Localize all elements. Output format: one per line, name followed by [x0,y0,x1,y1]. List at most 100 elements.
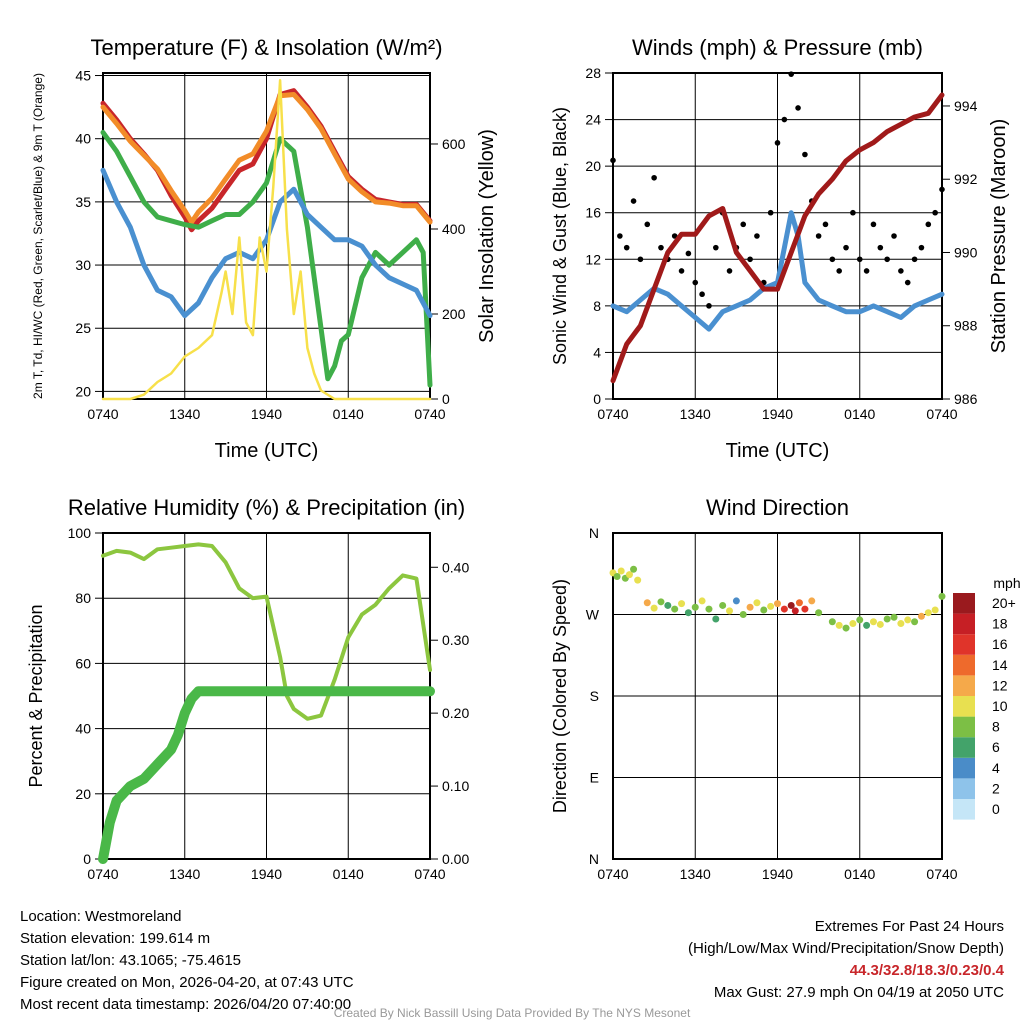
gust-point [822,221,829,228]
y-tick-label: 40 [75,131,91,147]
wind-direction-point [705,605,713,613]
9m-t-line [100,92,433,225]
wind-direction-point [883,615,891,623]
wind-direction-point [617,567,625,575]
gust-point [706,303,712,309]
station-pressure-line [610,92,945,384]
y2-tick-label: 200 [442,306,466,322]
colorbar-swatch [953,634,975,655]
gust-point [788,71,795,77]
x-tick-label: 0140 [333,406,364,422]
colorbar-label: 18 [992,616,1008,632]
wind-direction-point [808,597,816,605]
gust-point [692,279,699,286]
y-tick-label: 0 [593,391,601,407]
panel-3: Relative Humidity (%) & Precipitation (i… [26,495,469,882]
wind-direction-point [739,611,747,618]
wind-direction-point [657,598,665,606]
y2-tick-label: 0.30 [442,632,469,648]
gust-point [884,256,890,263]
wind-direction-point [746,603,754,611]
y-tick-label: 8 [593,298,601,314]
colorbar-swatch [953,613,975,635]
location-text: Location: Westmoreland [20,908,182,925]
panel-title: Winds (mph) & Pressure (mb) [632,35,923,60]
gust-point [850,209,856,216]
y-tick-label: 28 [585,65,601,81]
wind-direction-point [732,597,740,605]
y-tick-label: S [590,688,599,704]
x-tick-label: 1340 [680,406,711,422]
wind-direction-point [643,599,651,607]
gust-point [898,268,904,274]
wind-direction-point [726,607,734,615]
wind-direction-point [767,602,775,610]
x-axis-label: Time (UTC) [215,440,319,462]
wind-direction-point [890,613,898,621]
gust-point [740,221,747,228]
gust-point [795,105,801,111]
x-tick-label: 0740 [597,406,628,422]
elevation-text: Station elevation: 199.614 m [20,930,211,947]
gust-point [630,198,637,204]
wind-direction-point [876,620,884,628]
colorbar-label: 8 [992,719,1000,735]
wind-direction-point [828,618,836,626]
station-info: Location: Westmoreland Station elevation… [20,906,354,1016]
wind-direction-point [691,603,699,611]
panel-title: Relative Humidity (%) & Precipitation (i… [68,495,465,520]
gust-point [637,256,644,263]
wind-direction-point [634,576,642,584]
created-text: Figure created on Mon, 2026-04-20, at 07… [20,974,354,991]
gust-point [713,244,719,251]
wind-direction-point [931,606,939,614]
wind-direction-point [719,601,727,609]
y-tick-label: 0 [83,851,91,867]
gust-point [617,233,623,239]
panel-title: Wind Direction [706,495,849,520]
gust-point [802,151,808,158]
y2-axis-label: Station Pressure (Maroon) [988,119,1010,354]
extremes-values: 44.3/32.8/18.3/0.23/0.4 [849,962,1004,979]
gust-point [870,221,877,228]
gust-point [623,244,630,251]
wind-direction-point [795,599,803,607]
y-tick-label: 16 [585,205,601,221]
y-tick-label: N [589,525,599,541]
gust-point [877,244,884,251]
panel-2: Winds (mph) & Pressure (mb) 0740 1340 1940 0… [550,35,1010,462]
y2-tick-label: 0 [442,391,450,407]
colorbar-swatch [953,593,975,614]
wind-direction-point [863,621,871,629]
gust-point [651,174,657,181]
wind-direction-point [897,620,905,628]
wind-direction-point [869,618,877,626]
x-tick-label: 0740 [414,866,445,882]
x-tick-label: 1940 [251,406,282,422]
wind-direction-point [753,599,761,607]
colorbar-label: 12 [992,677,1008,693]
x-tick-label: 0740 [87,406,118,422]
x-tick-label: 0740 [597,866,628,882]
y-tick-label: 30 [75,257,91,273]
colorbar-label: 14 [992,657,1008,673]
y-tick-label: 20 [75,786,91,802]
colorbar-swatch [953,799,975,820]
colorbar-swatch [953,675,975,696]
gust-point [856,256,863,263]
y-tick-label: E [590,770,599,786]
wind-direction-point [842,624,850,632]
gust-point [815,233,822,239]
y2-tick-label: 0.40 [442,559,469,575]
x-tick-label: 0140 [333,866,364,882]
x-tick-label: 0740 [414,406,445,422]
colorbar-label: 16 [992,636,1008,652]
gust-point [918,244,925,251]
y2-tick-label: 986 [954,391,978,407]
gust-point [644,221,651,228]
y-axis-label: 2m T, Td, HI/WC (Red, Green, Scarlet/Blu… [31,73,45,399]
max-gust-text: Max Gust: 27.9 mph On 04/19 at 2050 UTC [713,984,1004,1001]
extremes-title: Extremes For Past 24 Hours [814,918,1004,935]
